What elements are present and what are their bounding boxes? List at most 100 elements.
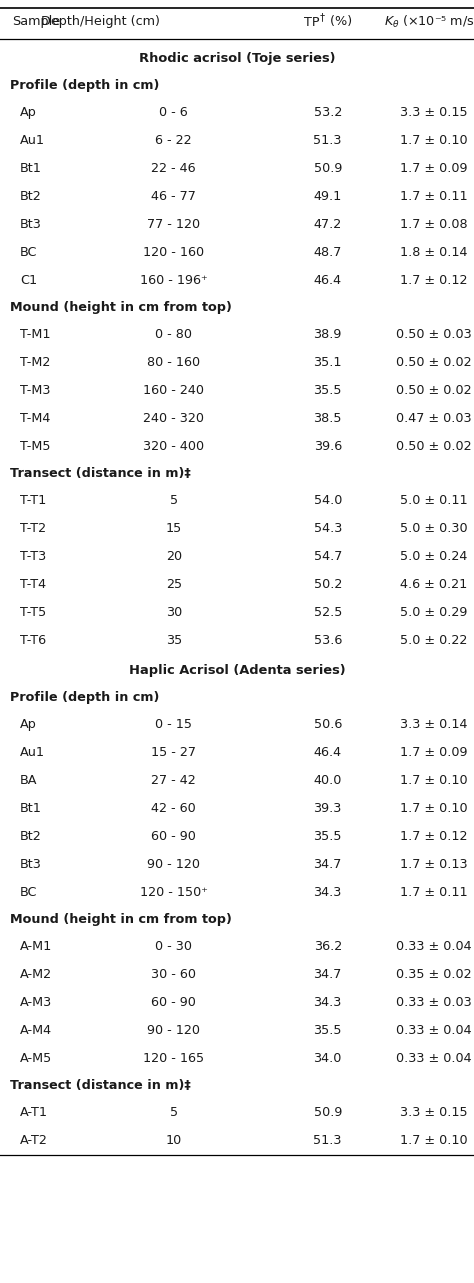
Text: 54.7: 54.7 bbox=[313, 550, 342, 563]
Text: 1.7 ± 0.09: 1.7 ± 0.09 bbox=[400, 163, 468, 176]
Text: 52.5: 52.5 bbox=[313, 607, 342, 620]
Text: 5.0 ± 0.11: 5.0 ± 0.11 bbox=[400, 494, 468, 507]
Text: Transect (distance in m)‡: Transect (distance in m)‡ bbox=[10, 467, 191, 480]
Text: 1.7 ± 0.10: 1.7 ± 0.10 bbox=[400, 802, 468, 815]
Text: Ap: Ap bbox=[20, 106, 36, 119]
Text: 1.7 ± 0.13: 1.7 ± 0.13 bbox=[400, 858, 468, 871]
Text: 30: 30 bbox=[166, 607, 182, 620]
Text: 35: 35 bbox=[166, 634, 182, 648]
Text: A-M3: A-M3 bbox=[20, 997, 52, 1010]
Text: 1.7 ± 0.11: 1.7 ± 0.11 bbox=[400, 190, 468, 203]
Text: 5.0 ± 0.24: 5.0 ± 0.24 bbox=[400, 550, 468, 563]
Text: Transect (distance in m)‡: Transect (distance in m)‡ bbox=[10, 1079, 191, 1092]
Text: 25: 25 bbox=[166, 579, 182, 591]
Text: Sample: Sample bbox=[12, 15, 60, 28]
Text: Mound (height in cm from top): Mound (height in cm from top) bbox=[10, 913, 232, 926]
Text: Ap: Ap bbox=[20, 718, 36, 731]
Text: BC: BC bbox=[20, 887, 37, 899]
Text: 50.2: 50.2 bbox=[313, 579, 342, 591]
Text: BA: BA bbox=[20, 775, 37, 788]
Text: Haplic Acrisol (Adenta series): Haplic Acrisol (Adenta series) bbox=[128, 665, 346, 677]
Text: 1.7 ± 0.08: 1.7 ± 0.08 bbox=[400, 218, 468, 231]
Text: Depth/Height (cm): Depth/Height (cm) bbox=[41, 15, 159, 28]
Text: 120 - 160: 120 - 160 bbox=[143, 246, 204, 259]
Text: BC: BC bbox=[20, 246, 37, 259]
Text: A-T1: A-T1 bbox=[20, 1106, 48, 1119]
Text: T-T5: T-T5 bbox=[20, 607, 46, 620]
Text: 38.5: 38.5 bbox=[313, 412, 342, 425]
Text: 4.6 ± 0.21: 4.6 ± 0.21 bbox=[401, 579, 467, 591]
Text: 47.2: 47.2 bbox=[314, 218, 342, 231]
Text: 34.7: 34.7 bbox=[313, 858, 342, 871]
Text: 3.3 ± 0.14: 3.3 ± 0.14 bbox=[400, 718, 468, 731]
Text: Au1: Au1 bbox=[20, 747, 45, 760]
Text: 1.7 ± 0.11: 1.7 ± 0.11 bbox=[400, 887, 468, 899]
Text: 35.1: 35.1 bbox=[313, 357, 342, 370]
Text: 60 - 90: 60 - 90 bbox=[151, 997, 196, 1010]
Text: 0.50 ± 0.02: 0.50 ± 0.02 bbox=[396, 385, 472, 398]
Text: 0.35 ± 0.02: 0.35 ± 0.02 bbox=[396, 969, 472, 981]
Text: Bt1: Bt1 bbox=[20, 163, 42, 176]
Text: 27 - 42: 27 - 42 bbox=[151, 775, 196, 788]
Text: Rhodic acrisol (Toje series): Rhodic acrisol (Toje series) bbox=[139, 53, 335, 65]
Text: 5.0 ± 0.22: 5.0 ± 0.22 bbox=[400, 634, 468, 648]
Text: Bt1: Bt1 bbox=[20, 802, 42, 815]
Text: 30 - 60: 30 - 60 bbox=[151, 969, 196, 981]
Text: 120 - 165: 120 - 165 bbox=[143, 1052, 204, 1065]
Text: 46.4: 46.4 bbox=[314, 747, 342, 760]
Text: 54.3: 54.3 bbox=[313, 522, 342, 535]
Text: 15 - 27: 15 - 27 bbox=[151, 747, 196, 760]
Text: 1.7 ± 0.12: 1.7 ± 0.12 bbox=[400, 830, 468, 843]
Text: 1.7 ± 0.12: 1.7 ± 0.12 bbox=[400, 275, 468, 287]
Text: 1.7 ± 0.09: 1.7 ± 0.09 bbox=[400, 747, 468, 760]
Text: 1.7 ± 0.10: 1.7 ± 0.10 bbox=[400, 1134, 468, 1147]
Text: Bt3: Bt3 bbox=[20, 218, 42, 231]
Text: 240 - 320: 240 - 320 bbox=[143, 412, 204, 425]
Text: 34.0: 34.0 bbox=[313, 1052, 342, 1065]
Text: 0.50 ± 0.03: 0.50 ± 0.03 bbox=[396, 328, 472, 341]
Text: Profile (depth in cm): Profile (depth in cm) bbox=[10, 692, 159, 704]
Text: 42 - 60: 42 - 60 bbox=[151, 802, 196, 815]
Text: 77 - 120: 77 - 120 bbox=[147, 218, 201, 231]
Text: 0 - 15: 0 - 15 bbox=[155, 718, 192, 731]
Text: T-T1: T-T1 bbox=[20, 494, 46, 507]
Text: 6 - 22: 6 - 22 bbox=[155, 135, 192, 148]
Text: T-T4: T-T4 bbox=[20, 579, 46, 591]
Text: 160 - 240: 160 - 240 bbox=[143, 385, 204, 398]
Text: 1.7 ± 0.10: 1.7 ± 0.10 bbox=[400, 135, 468, 148]
Text: 46.4: 46.4 bbox=[314, 275, 342, 287]
Text: 80 - 160: 80 - 160 bbox=[147, 357, 201, 370]
Text: 120 - 150⁺: 120 - 150⁺ bbox=[140, 887, 208, 899]
Text: 54.0: 54.0 bbox=[313, 494, 342, 507]
Text: 5: 5 bbox=[170, 1106, 178, 1119]
Text: 34.3: 34.3 bbox=[313, 997, 342, 1010]
Text: Bt2: Bt2 bbox=[20, 830, 42, 843]
Text: (%): (%) bbox=[326, 15, 352, 28]
Text: 35.5: 35.5 bbox=[313, 385, 342, 398]
Text: TP: TP bbox=[304, 15, 319, 28]
Text: 50.9: 50.9 bbox=[313, 163, 342, 176]
Text: 3.3 ± 0.15: 3.3 ± 0.15 bbox=[400, 106, 468, 119]
Text: †: † bbox=[320, 12, 325, 22]
Text: 50.9: 50.9 bbox=[313, 1106, 342, 1119]
Text: Profile (depth in cm): Profile (depth in cm) bbox=[10, 80, 159, 92]
Text: 51.3: 51.3 bbox=[313, 135, 342, 148]
Text: T-M2: T-M2 bbox=[20, 357, 50, 370]
Text: 35.5: 35.5 bbox=[313, 1024, 342, 1037]
Text: T-T6: T-T6 bbox=[20, 634, 46, 648]
Text: 3.3 ± 0.15: 3.3 ± 0.15 bbox=[400, 1106, 468, 1119]
Text: 15: 15 bbox=[166, 522, 182, 535]
Text: 10: 10 bbox=[166, 1134, 182, 1147]
Text: A-T2: A-T2 bbox=[20, 1134, 48, 1147]
Text: $K_{\theta}$ (×10⁻⁵ m/s): $K_{\theta}$ (×10⁻⁵ m/s) bbox=[384, 14, 474, 30]
Text: 0.33 ± 0.03: 0.33 ± 0.03 bbox=[396, 997, 472, 1010]
Text: 1.8 ± 0.14: 1.8 ± 0.14 bbox=[400, 246, 468, 259]
Text: 0.50 ± 0.02: 0.50 ± 0.02 bbox=[396, 357, 472, 370]
Text: 0.33 ± 0.04: 0.33 ± 0.04 bbox=[396, 940, 472, 953]
Text: 1.7 ± 0.10: 1.7 ± 0.10 bbox=[400, 775, 468, 788]
Text: 48.7: 48.7 bbox=[313, 246, 342, 259]
Text: 60 - 90: 60 - 90 bbox=[151, 830, 196, 843]
Text: 49.1: 49.1 bbox=[314, 190, 342, 203]
Text: 0.33 ± 0.04: 0.33 ± 0.04 bbox=[396, 1052, 472, 1065]
Text: 0.50 ± 0.02: 0.50 ± 0.02 bbox=[396, 440, 472, 453]
